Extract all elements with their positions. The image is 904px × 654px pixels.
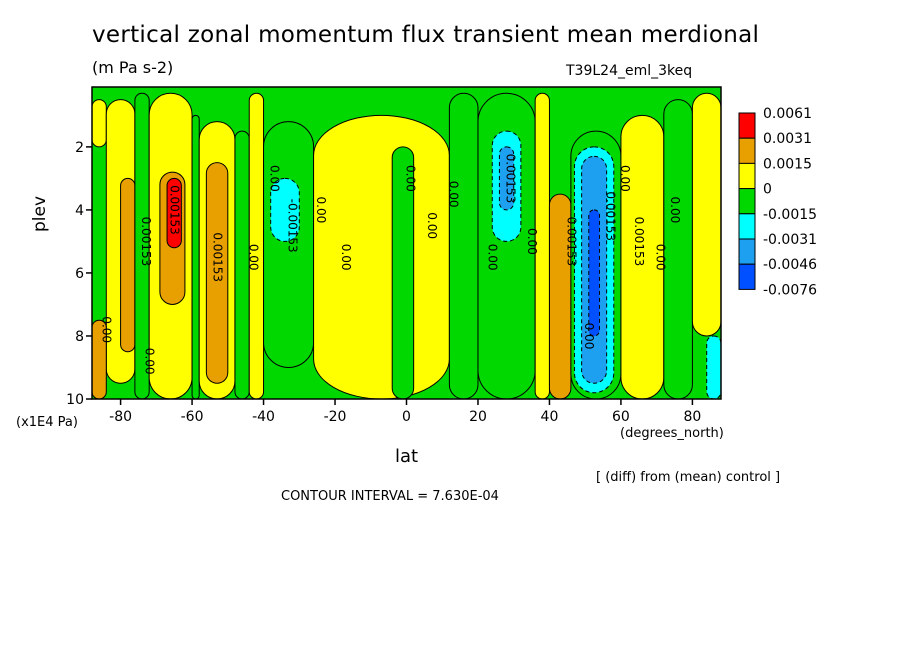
contour-region-4 <box>92 319 107 399</box>
x-tick-label: -80 <box>109 409 132 425</box>
legend-label: -0.0046 <box>763 257 817 273</box>
contour-region-8 <box>166 177 182 249</box>
x-tick-label: -60 <box>181 409 204 425</box>
contour-region-31 <box>706 335 721 399</box>
legend-swatch <box>738 263 756 290</box>
contour-label-19: 0.00153 <box>604 191 618 241</box>
x-tick-label: 20 <box>469 409 487 425</box>
contour-label-5: 0.00 <box>143 348 157 375</box>
contour-label-16: 0.00 <box>525 228 539 255</box>
x-tick-label: 0 <box>402 409 411 425</box>
legend-label: 0.0061 <box>763 106 812 122</box>
y-tick-label: 6 <box>75 266 84 282</box>
legend-label: 0.0031 <box>763 131 812 147</box>
contour-region-17 <box>391 146 415 399</box>
contour-label-23: 0.00 <box>668 197 682 224</box>
x-tick-label: 80 <box>683 409 701 425</box>
y-axis-unit: (x1E4 Pa) <box>16 415 78 430</box>
y-tick-label: 10 <box>66 392 84 408</box>
x-tick-label: 40 <box>541 409 559 425</box>
contour-label-8: 0.00 <box>268 165 282 192</box>
contour-region-11 <box>205 162 229 384</box>
contour-region-21 <box>498 146 515 211</box>
contour-label-6: 0.00 <box>246 244 260 271</box>
x-tick-label: 60 <box>612 409 630 425</box>
legend-label: -0.0015 <box>763 207 817 223</box>
y-tick-label: 8 <box>75 329 84 345</box>
contour-label-7: -0.00153 <box>286 199 300 253</box>
contour-region-27 <box>588 209 600 337</box>
contour-region-1 <box>92 99 107 148</box>
contour-label-21: 0.00 <box>654 244 668 271</box>
contour-label-22: 0.00153 <box>632 217 646 267</box>
legend-label: -0.0076 <box>763 282 817 298</box>
contour-label-15: 0.00 <box>486 244 500 271</box>
contour-label-17: 0.00153 <box>564 217 578 267</box>
legend-label: 0 <box>763 182 772 198</box>
contour-region-3 <box>120 177 136 353</box>
contour-region-30 <box>691 92 721 337</box>
contour-label-2: 0.00153 <box>168 185 182 235</box>
chart-title: vertical zonal momentum flux transient m… <box>92 22 760 48</box>
contour-label-18: 0.00 <box>582 323 596 350</box>
legend-swatch <box>738 112 756 139</box>
x-axis-unit: (degrees_north) <box>620 426 724 441</box>
chart-units: (m Pa s-2) <box>92 58 174 77</box>
contour-label-14: 0.00153 <box>504 154 518 204</box>
contour-label-9: 0.00 <box>314 197 328 224</box>
contour-label-4: 0.00 <box>100 316 114 343</box>
contour-label-11: 0.00 <box>404 165 418 192</box>
y-tick-label: 4 <box>75 203 84 219</box>
contour-label-3: 0.00153 <box>211 232 225 282</box>
contour-region-18 <box>448 92 479 399</box>
legend-swatch <box>738 188 756 215</box>
x-tick-label: -40 <box>252 409 275 425</box>
contour-region-9 <box>191 114 200 399</box>
x-axis-label: lat <box>395 446 419 467</box>
legend-swatch <box>738 238 756 265</box>
y-tick-label: 2 <box>75 140 84 156</box>
legend-swatch <box>738 162 756 190</box>
run-id: T39L24_eml_3keq <box>566 63 693 79</box>
contour-region-15 <box>270 177 300 242</box>
x-tick-label: -20 <box>324 409 347 425</box>
legend-swatch <box>738 213 756 240</box>
legend-swatch <box>738 137 756 164</box>
legend-label: -0.0031 <box>763 232 817 248</box>
contour-region-16 <box>313 114 450 399</box>
legend-label: 0.0015 <box>763 156 812 172</box>
contour-interval: CONTOUR INTERVAL = 7.630E-04 <box>281 489 499 504</box>
difference-note: [ (diff) from (mean) control ] <box>596 470 781 485</box>
contour-label-20: 0.00 <box>618 165 632 192</box>
contour-label-13: 0.00 <box>446 181 460 208</box>
contour-label-1: 0.00153 <box>139 217 153 267</box>
contour-label-12: 0.00 <box>425 212 439 239</box>
contour-label-10: 0.00 <box>339 244 353 271</box>
